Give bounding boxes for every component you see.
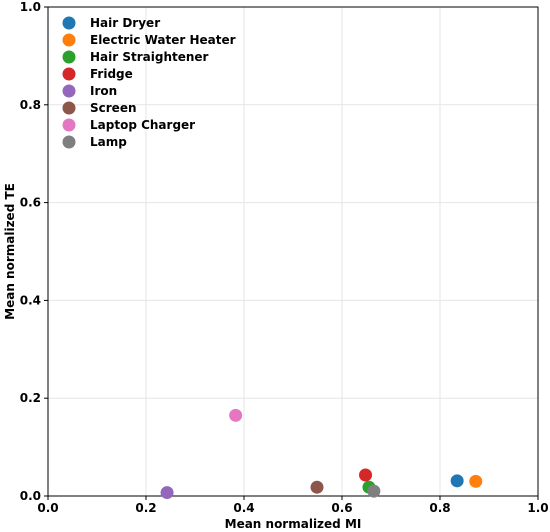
legend-label: Hair Dryer [90, 16, 160, 30]
x-tick-label: 0.6 [331, 501, 352, 515]
data-point [229, 408, 243, 422]
legend: Hair Dryer Electric Water Heater Hair Stra… [62, 16, 236, 149]
data-point [310, 480, 324, 494]
data-point [367, 484, 381, 498]
legend-marker [62, 67, 76, 81]
legend-label: Iron [90, 84, 117, 98]
y-axis-label: Mean normalized TE [3, 183, 17, 320]
y-tick-label: 0.8 [20, 98, 41, 112]
data-point [160, 486, 174, 500]
y-axis: 0.0 0.2 0.4 0.6 0.8 1.0 [20, 0, 48, 503]
data-point [359, 468, 373, 482]
legend-marker [62, 16, 76, 30]
y-tick-label: 0.6 [20, 196, 41, 210]
legend-label: Laptop Charger [90, 118, 195, 132]
data-point [469, 474, 483, 488]
y-tick-label: 0.2 [20, 391, 41, 405]
legend-label: Electric Water Heater [90, 33, 236, 47]
x-tick-label: 0.0 [37, 501, 58, 515]
x-tick-label: 1.0 [527, 501, 548, 515]
legend-marker [62, 33, 76, 47]
legend-marker [62, 84, 76, 98]
x-axis-label: Mean normalized MI [225, 517, 362, 531]
data-point [450, 474, 464, 488]
legend-marker [62, 101, 76, 115]
data-points [160, 408, 483, 500]
y-tick-label: 1.0 [20, 0, 41, 14]
legend-label: Fridge [90, 67, 133, 81]
legend-label: Screen [90, 101, 137, 115]
x-tick-label: 0.2 [135, 501, 156, 515]
y-tick-label: 0.4 [20, 293, 41, 307]
x-axis: 0.0 0.2 0.4 0.6 0.8 1.0 [37, 496, 549, 515]
legend-marker [62, 50, 76, 64]
x-tick-label: 0.4 [233, 501, 254, 515]
legend-label: Hair Straightener [90, 50, 209, 64]
y-tick-label: 0.0 [20, 489, 41, 503]
legend-marker [62, 135, 76, 149]
legend-label: Lamp [90, 135, 127, 149]
plot-frame [47, 6, 539, 497]
legend-marker [62, 118, 76, 132]
x-tick-label: 0.8 [429, 501, 450, 515]
